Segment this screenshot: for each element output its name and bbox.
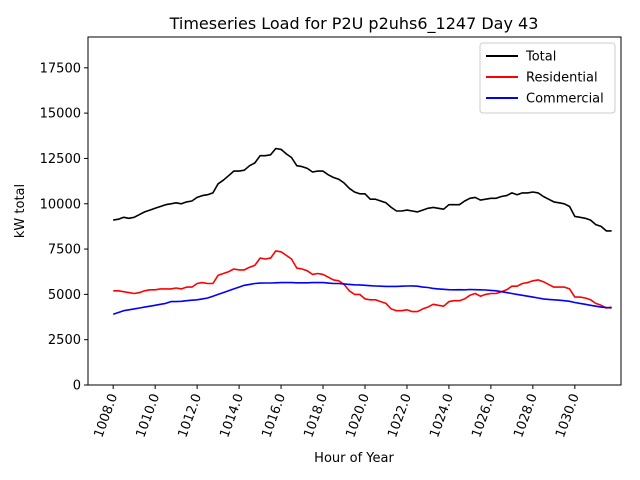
x-tick-label: 1018.0	[301, 392, 331, 440]
x-tick-label: 1020.0	[343, 392, 373, 440]
x-tick-label: 1010.0	[134, 392, 164, 440]
legend-label-residential: Residential	[526, 71, 598, 86]
x-tick-label: 1016.0	[259, 392, 289, 440]
y-tick-label: 10000	[40, 197, 81, 212]
series-line-commercial	[112, 281, 612, 316]
legend-box	[479, 42, 616, 114]
x-tick-label: 1026.0	[469, 392, 499, 440]
legend-label-total: Total	[525, 50, 556, 65]
plot-frame	[87, 36, 622, 386]
x-tick-label: 1014.0	[217, 392, 247, 440]
series-line-residential	[113, 250, 612, 313]
chart-title: Timeseries Load for P2U p2uhs6_1247 Day …	[169, 14, 539, 34]
y-tick-label: 12500	[40, 152, 81, 167]
y-tick-label: 5000	[48, 288, 81, 303]
y-tick-label: 0	[73, 379, 81, 394]
x-tick-label: 1024.0	[427, 392, 457, 440]
x-axis-label: Hour of Year	[314, 451, 394, 466]
y-axis: 0 2500 5000 7500 10000 12500 15000 17500	[40, 61, 88, 394]
x-tick-label: 1008.0	[92, 392, 122, 440]
x-tick-label: 1028.0	[511, 392, 541, 440]
legend: Total Residential Commercial	[479, 42, 616, 114]
x-tick-label: 1022.0	[385, 392, 415, 440]
y-tick-label: 17500	[40, 61, 81, 76]
x-tick-label: 1012.0	[175, 392, 205, 440]
series-layer	[112, 147, 612, 316]
x-tick-label: 1030.0	[553, 392, 583, 440]
y-tick-label: 7500	[48, 243, 81, 258]
series-line-total	[113, 147, 612, 232]
legend-label-commercial: Commercial	[526, 92, 604, 107]
y-axis-label: kW total	[13, 184, 28, 238]
y-tick-label: 2500	[48, 333, 81, 348]
y-tick-label: 15000	[40, 107, 81, 122]
x-axis: 1008.0 1010.0 1012.0 1014.0 1016.0 1018.0 1020…	[92, 385, 583, 440]
